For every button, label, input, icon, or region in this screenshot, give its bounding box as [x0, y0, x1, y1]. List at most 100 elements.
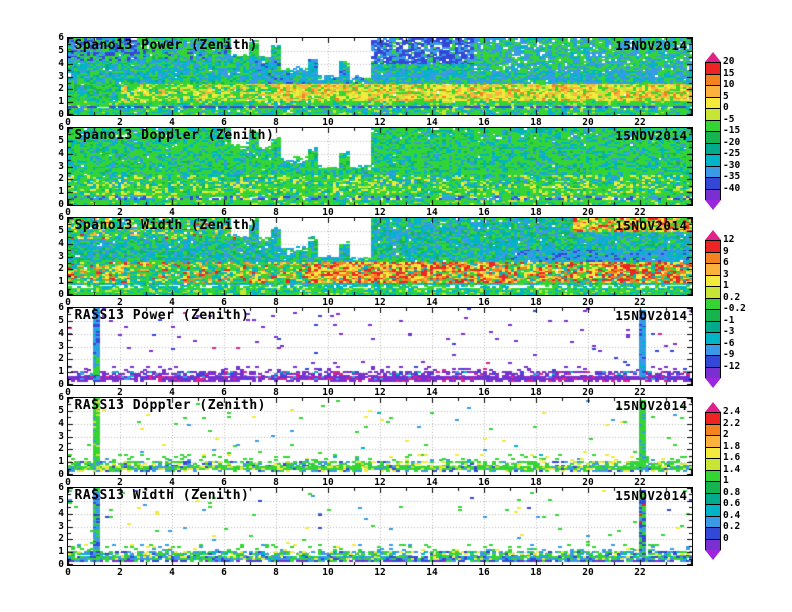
colorbar-tick-label: 20 [723, 56, 735, 67]
panel-date: 15NOV2014 [615, 397, 688, 413]
y-tick-label: 6 [58, 122, 64, 133]
colorbar-segment [706, 332, 720, 344]
colorbar-segment [706, 320, 720, 332]
colorbar-segment [706, 62, 720, 74]
x-tick-label: 12 [374, 297, 386, 308]
y-tick-label: 2 [58, 533, 64, 545]
x-tick-label: 12 [374, 387, 386, 398]
colorbar-segment [706, 177, 720, 189]
x-tick-label: 22 [634, 567, 646, 578]
colorbar-tick-label: 0.4 [723, 509, 741, 521]
colorbar-tick-label: 9 [723, 245, 729, 257]
x-tick-label: 6 [221, 117, 227, 128]
x-tick-label: 20 [582, 387, 594, 398]
colorbar-tick-label: -30 [723, 159, 741, 171]
colorbar-segment [706, 355, 720, 367]
x-tick-label: 10 [322, 567, 334, 578]
x-tick-label: 8 [273, 297, 279, 308]
x-tick-label: 10 [322, 387, 334, 398]
colorbar-tick-label: 0.6 [723, 498, 741, 509]
colorbar-tick-label: -15 [723, 125, 741, 136]
y-tick-label: 6 [58, 482, 64, 493]
colorbar-tick-label: -20 [723, 136, 741, 148]
y-tick-label: 1 [58, 366, 64, 378]
y-tick-label: 0 [58, 469, 64, 480]
x-tick-label: 6 [221, 387, 227, 398]
y-tick-label: 2 [58, 83, 64, 95]
y-tick-label: 4 [58, 237, 64, 249]
colorbar-tick-label: 15 [723, 67, 735, 79]
colorbar-tick-label: 1 [723, 475, 729, 486]
colorbar-body [705, 412, 721, 550]
colorbar-segment [706, 85, 720, 97]
x-tick-label: 10 [322, 117, 334, 128]
colorbar-tick-label: -25 [723, 148, 741, 159]
panel-title: Spano13 Power (Zenith) [74, 37, 258, 53]
x-tick-label: 18 [530, 117, 542, 128]
y-tick-label: 4 [58, 327, 64, 339]
y-tick-label: 3 [58, 340, 64, 352]
y-tick-label: 5 [58, 314, 64, 326]
x-tick-label: 18 [530, 207, 542, 218]
x-tick-label: 2 [117, 477, 123, 488]
y-tick-label: 4 [58, 147, 64, 159]
colorbar-segment [706, 96, 720, 108]
y-tick-label: 1 [58, 96, 64, 108]
colorbar-tick-label: 1 [723, 280, 729, 291]
x-tick-label: 12 [374, 117, 386, 128]
y-tick-label: 2 [58, 263, 64, 275]
x-tick-label: 0 [65, 567, 71, 578]
colorbar-segment [706, 504, 720, 516]
colorbar-tick-label: 2 [723, 429, 729, 440]
x-tick-label: 20 [582, 297, 594, 308]
colorbar-body [705, 62, 721, 200]
colorbar-segment [706, 412, 720, 424]
x-tick-label: 14 [426, 477, 438, 488]
x-tick-label: 16 [478, 117, 490, 128]
colorbar-segment [706, 263, 720, 275]
y-tick-label: 1 [58, 546, 64, 558]
colorbar-tick-label: -1 [723, 314, 735, 326]
colorbar-tick-label: 1.4 [723, 463, 741, 475]
colorbar-segment [706, 142, 720, 154]
colorbar-tick-label: 1.8 [723, 440, 741, 452]
panel-rass13-doppler: RASS13 Doppler (Zenith) 15NOV2014 [66, 396, 693, 476]
colorbar-overflow-arrow-up [705, 230, 721, 240]
colorbar-segment [706, 165, 720, 177]
x-tick-label: 20 [582, 117, 594, 128]
x-tick-label: 4 [169, 387, 175, 398]
x-tick-label: 8 [273, 567, 279, 578]
x-tick-label: 14 [426, 387, 438, 398]
colorbar-tick-label: 0 [723, 532, 729, 544]
x-tick-label: 8 [273, 477, 279, 488]
colorbar-segment [706, 286, 720, 298]
panel-date: 15NOV2014 [615, 307, 688, 323]
x-tick-label: 12 [374, 207, 386, 218]
x-tick-label: 20 [582, 207, 594, 218]
colorbar-tick-label: -40 [723, 182, 741, 194]
colorbar-tick-label: 1.6 [723, 452, 741, 463]
panel-date: 15NOV2014 [615, 487, 688, 503]
colorbar-tick-label: 0.2 [723, 291, 741, 303]
colorbar-overflow-arrow-down [705, 378, 721, 388]
colorbar-tick-label: 0.2 [723, 521, 741, 532]
panel-title: RASS13 Doppler (Zenith) [74, 397, 267, 413]
x-tick-label: 16 [478, 477, 490, 488]
panel-spano13-width: Spano13 Width (Zenith) 15NOV2014 [66, 216, 693, 296]
colorbar-tick-label: -12 [723, 360, 741, 372]
colorbar-tick-label: 12 [723, 234, 735, 245]
x-tick-label: 22 [634, 387, 646, 398]
y-tick-label: 0 [58, 559, 64, 570]
colorbar-segment [706, 492, 720, 504]
panel-spano13-power: Spano13 Power (Zenith) 15NOV2014 [66, 36, 693, 116]
heatmap-spano13-width [67, 217, 692, 295]
x-tick-label: 10 [322, 207, 334, 218]
colorbar-tick-label: -5 [723, 113, 735, 125]
colorbar-tick-label: -6 [723, 337, 735, 349]
x-tick-label: 4 [169, 477, 175, 488]
x-tick-label: 18 [530, 387, 542, 398]
x-tick-label: 12 [374, 477, 386, 488]
panel-rass13-width: RASS13 Width (Zenith) 15NOV2014 [66, 486, 693, 566]
colorbar-segment [706, 309, 720, 321]
x-tick-label: 0 [65, 207, 71, 218]
